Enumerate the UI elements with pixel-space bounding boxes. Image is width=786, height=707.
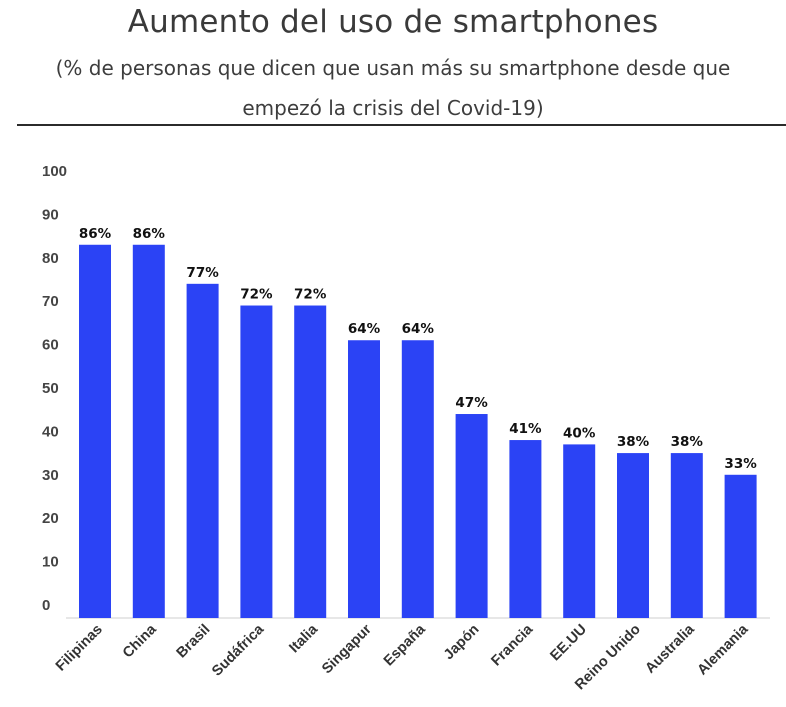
data-label: 64% xyxy=(402,321,435,337)
y-tick-label: 70 xyxy=(42,293,59,310)
bar xyxy=(509,440,542,618)
y-tick-label: 80 xyxy=(42,250,59,267)
y-tick-label: 60 xyxy=(42,337,59,354)
data-label: 40% xyxy=(563,425,596,441)
data-label: 86% xyxy=(79,226,112,242)
bar xyxy=(79,244,111,618)
data-label: 86% xyxy=(133,226,166,242)
bar xyxy=(563,444,596,618)
bar xyxy=(617,453,649,618)
chart-subtitle: (% de personas que dicen que usan más su… xyxy=(55,56,731,120)
data-label: 47% xyxy=(455,395,488,411)
y-tick-label: 0 xyxy=(42,597,50,614)
x-tick-label: Sudáfrica xyxy=(209,621,268,680)
y-tick-label: 100 xyxy=(42,163,67,180)
bar xyxy=(240,305,273,618)
y-tick-label: 10 xyxy=(42,554,59,571)
x-tick-label: China xyxy=(120,621,160,661)
x-tick-label: Japón xyxy=(441,622,483,664)
x-tick-label: Alemania xyxy=(695,621,753,679)
x-tick-label: España xyxy=(381,621,429,669)
x-tick-label: Filipinas xyxy=(53,622,106,675)
x-tick-label: Francia xyxy=(488,621,536,669)
x-tick-label: Singapur xyxy=(319,621,375,677)
y-tick-label: 50 xyxy=(42,380,59,397)
bar xyxy=(401,340,434,618)
y-tick-label: 40 xyxy=(42,423,59,440)
data-label: 41% xyxy=(509,421,542,437)
bar xyxy=(455,414,488,618)
data-label: 72% xyxy=(294,287,327,303)
y-axis: 0 10 20 30 40 50 60 70 80 90 100 xyxy=(42,163,67,614)
data-label: 77% xyxy=(186,265,219,281)
bar xyxy=(186,283,219,618)
x-tick-label: EE.UU xyxy=(547,622,590,665)
data-labels: 86% 86% 77% 72% 72% 64% 64% 47% 41% 40% 38% 38% 33% xyxy=(79,226,757,472)
data-label: 38% xyxy=(617,434,650,450)
x-tick-label: Australia xyxy=(642,621,698,677)
data-label: 64% xyxy=(348,321,381,337)
y-tick-label: 30 xyxy=(42,467,59,484)
chart-title: Aumento del uso de smartphones xyxy=(127,4,659,40)
data-label: 33% xyxy=(724,456,757,472)
y-tick-label: 90 xyxy=(42,206,59,223)
bars xyxy=(79,244,757,618)
x-tick-label: Brasil xyxy=(174,622,214,662)
bar xyxy=(294,305,327,618)
data-label: 38% xyxy=(671,434,704,450)
bar xyxy=(348,340,380,618)
x-tick-label: Italia xyxy=(286,621,321,656)
title-divider xyxy=(17,124,786,126)
y-tick-label: 20 xyxy=(42,510,59,527)
data-label: 72% xyxy=(240,287,273,303)
bar xyxy=(132,244,165,618)
bar xyxy=(670,453,703,618)
bar xyxy=(724,474,757,618)
